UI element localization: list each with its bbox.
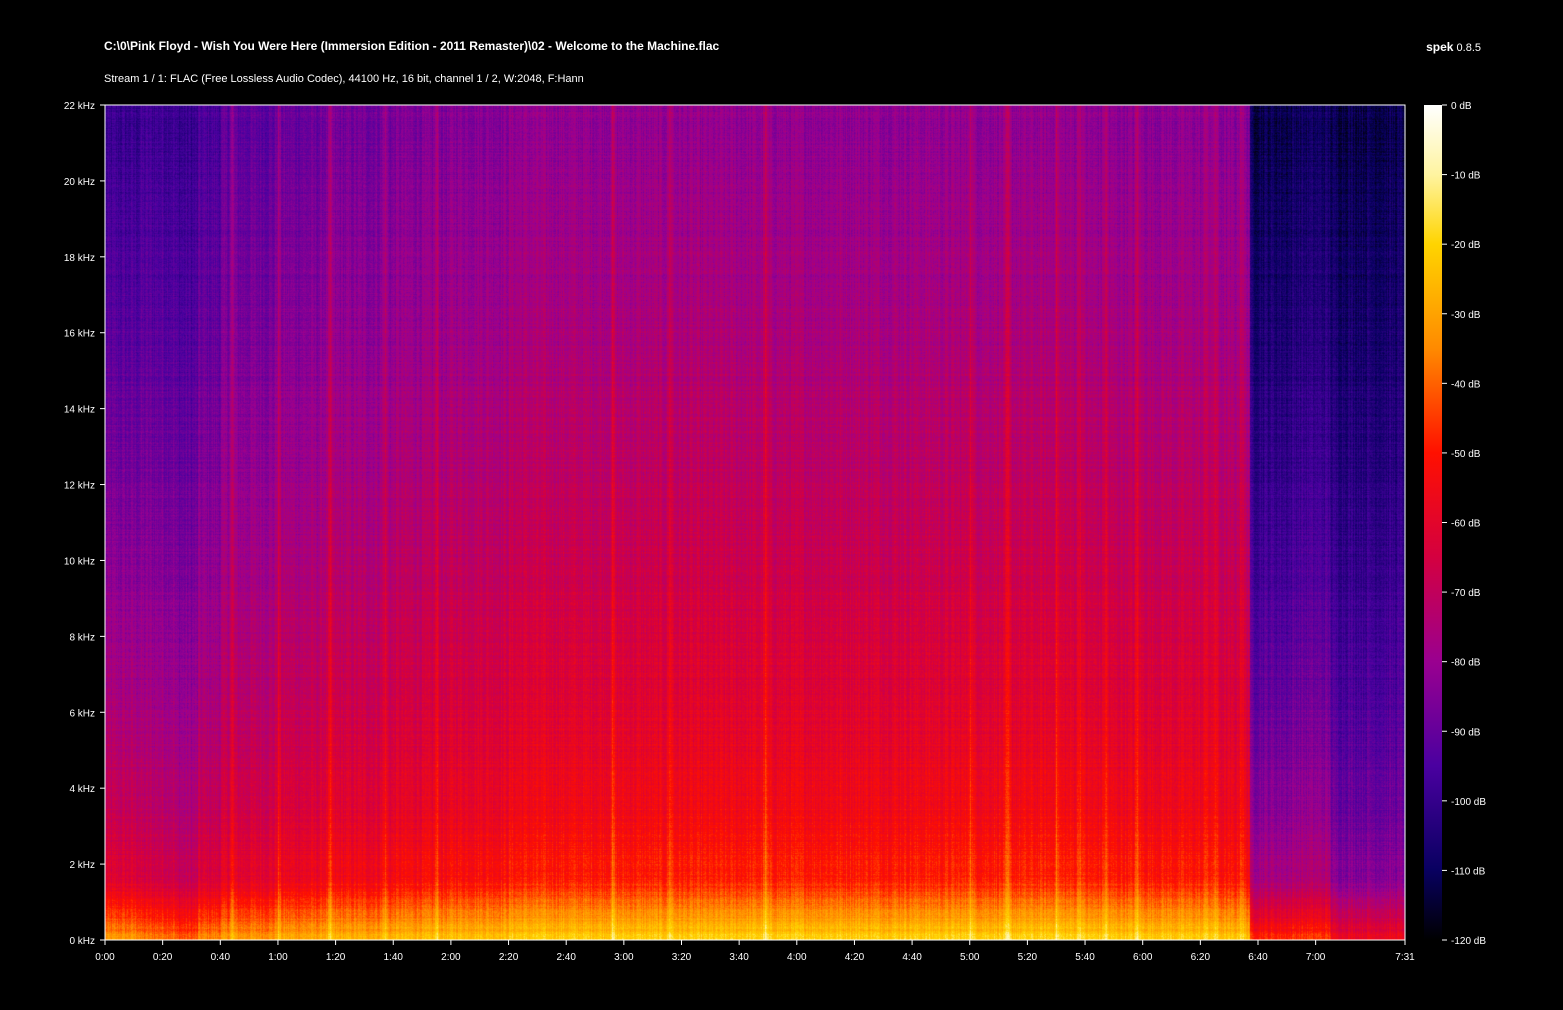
- y-tick-label: 14 kHz: [64, 405, 95, 416]
- colorbar-tick-label: 0 dB: [1451, 101, 1472, 112]
- y-tick-label: 16 kHz: [64, 329, 95, 340]
- y-tick-label: 10 kHz: [64, 556, 95, 567]
- y-tick-label: 20 kHz: [64, 177, 95, 188]
- stream-info: Stream 1 / 1: FLAC (Free Lossless Audio …: [104, 73, 584, 85]
- app-version: 0.8.5: [1456, 42, 1481, 54]
- x-tick-label: 0:40: [211, 952, 231, 963]
- colorbar-tick-label: -30 dB: [1451, 310, 1481, 321]
- colorbar-tick-label: -60 dB: [1451, 519, 1481, 530]
- x-axis: 0:00 0:20 0:40 1:00 1:20 1:40 2:00 2:20 2:40 3:00…: [95, 940, 1415, 963]
- spectrogram-area: [105, 105, 1405, 940]
- y-tick-label: 12 kHz: [64, 481, 95, 492]
- colorbar-tick-label: -120 dB: [1451, 936, 1486, 947]
- app-name: spek: [1426, 40, 1454, 54]
- y-tick-label: 18 kHz: [64, 253, 95, 264]
- colorbar-tick-label: -20 dB: [1451, 240, 1481, 251]
- x-tick-label: 4:40: [902, 952, 922, 963]
- x-tick-label: 4:00: [787, 952, 807, 963]
- x-tick-label: 0:20: [153, 952, 173, 963]
- colorbar-tick-label: -90 dB: [1451, 727, 1481, 738]
- x-tick-label: 1:00: [268, 952, 288, 963]
- colorbar-tick-label: -110 dB: [1451, 866, 1486, 877]
- colorbar-tick-label: -100 dB: [1451, 797, 1486, 808]
- x-tick-label: 5:40: [1075, 952, 1095, 963]
- y-tick-label: 0 kHz: [69, 936, 95, 947]
- y-axis: 0 kHz 2 kHz 4 kHz 6 kHz 8 kHz 10 kHz 12 kHz 14 …: [64, 101, 105, 947]
- x-tick-label: 0:00: [95, 952, 115, 963]
- x-tick-label: 6:20: [1191, 952, 1211, 963]
- y-tick-label: 8 kHz: [69, 632, 95, 643]
- x-tick-label: 3:40: [729, 952, 749, 963]
- y-tick-label: 4 kHz: [69, 784, 95, 795]
- y-tick-label: 6 kHz: [69, 708, 95, 719]
- colorbar-tick-label: -80 dB: [1451, 658, 1481, 669]
- colorbar-axis: 0 dB -10 dB -20 dB -30 dB -40 dB -50 dB -60 dB…: [1442, 101, 1486, 947]
- file-path-title: C:\0\Pink Floyd - Wish You Were Here (Im…: [104, 39, 720, 53]
- x-tick-label: 7:31: [1395, 952, 1415, 963]
- colorbar-tick-label: -10 dB: [1451, 171, 1481, 182]
- app-brand: spek 0.8.5: [1426, 40, 1481, 54]
- colorbar-tick-label: -50 dB: [1451, 449, 1481, 460]
- colorbar: [1424, 105, 1442, 940]
- x-tick-label: 3:20: [672, 952, 692, 963]
- x-tick-label: 1:40: [384, 952, 404, 963]
- x-tick-label: 7:00: [1306, 952, 1326, 963]
- y-tick-label: 22 kHz: [64, 101, 95, 112]
- x-tick-label: 3:00: [614, 952, 634, 963]
- colorbar-tick-label: -70 dB: [1451, 588, 1481, 599]
- x-tick-label: 2:00: [441, 952, 461, 963]
- x-tick-label: 2:20: [499, 952, 519, 963]
- x-tick-label: 5:00: [960, 952, 980, 963]
- x-tick-label: 2:40: [556, 952, 576, 963]
- x-tick-label: 6:00: [1133, 952, 1153, 963]
- x-tick-label: 6:40: [1248, 952, 1268, 963]
- x-tick-label: 4:20: [845, 952, 865, 963]
- plot-frame: [104, 104, 1406, 941]
- y-tick-label: 2 kHz: [69, 860, 95, 871]
- colorbar-tick-label: -40 dB: [1451, 379, 1481, 390]
- x-tick-label: 1:20: [326, 952, 346, 963]
- x-tick-label: 5:20: [1018, 952, 1038, 963]
